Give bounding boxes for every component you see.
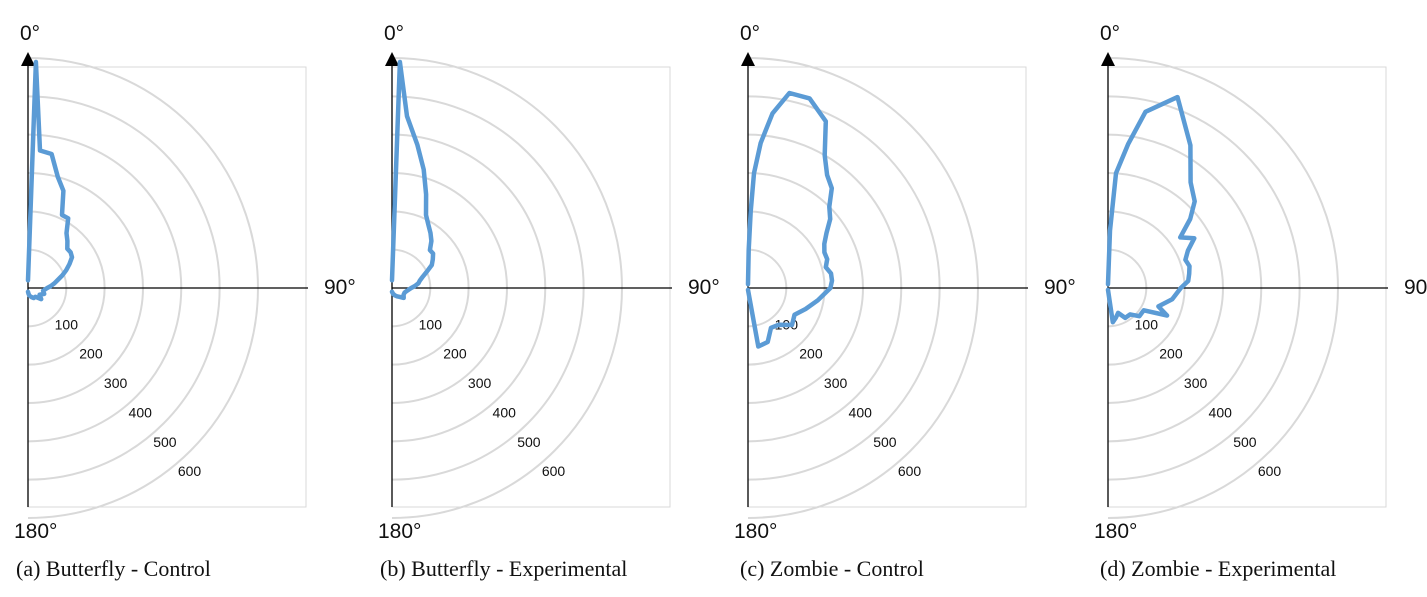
series-line (25, 59, 75, 302)
angle-label-right: 90° (324, 276, 356, 299)
radial-tick-label: 500 (873, 434, 897, 450)
radial-tick-label: 600 (1258, 463, 1282, 479)
subfigure-caption: (a) Butterfly - Control (16, 556, 211, 581)
radial-tick-label: 300 (104, 375, 128, 391)
series-line (389, 59, 436, 301)
axis-arrow-icon (741, 52, 755, 66)
radial-tick-label: 500 (153, 434, 177, 450)
angle-label-bottom: 180° (1094, 520, 1137, 543)
series-line (1105, 94, 1197, 325)
angle-label-right: 90° (1404, 276, 1427, 299)
angle-label-top: 0° (20, 22, 40, 45)
angle-label-top: 0° (1100, 22, 1120, 45)
subfigure-caption: (b) Butterfly - Experimental (380, 556, 628, 581)
angle-label-bottom: 180° (378, 520, 421, 543)
radial-tick-label: 400 (849, 404, 873, 420)
radial-tick-label: 100 (1135, 316, 1159, 332)
angle-label-top: 0° (384, 22, 404, 45)
radial-tick-label: 300 (824, 375, 848, 391)
polar-chart-panel: 0° 90° 180° 100 200 300 400 500 600 (b) Butterfly… (364, 0, 721, 597)
radial-tick-label: 200 (799, 346, 823, 362)
axis-arrow-icon (1101, 52, 1115, 66)
angle-label-bottom: 180° (734, 520, 777, 543)
radial-tick-label: 600 (542, 463, 566, 479)
axis-arrow-icon (21, 52, 35, 66)
radial-tick-label: 500 (1233, 434, 1257, 450)
angle-label-top: 0° (740, 22, 760, 45)
radial-tick-label: 600 (178, 463, 202, 479)
angle-label-bottom: 180° (14, 520, 57, 543)
radial-tick-label: 300 (1184, 375, 1208, 391)
radial-tick-label: 400 (1209, 404, 1233, 420)
radial-tick-label: 300 (468, 375, 492, 391)
series-line (745, 90, 835, 349)
subfigure-caption: (c) Zombie - Control (740, 556, 924, 581)
polar-chart-panel: 0° 90° 180° 100 200 300 400 500 600 (a) Butterfly… (0, 0, 357, 597)
radial-tick-label: 400 (129, 404, 153, 420)
subfigure-caption: (d) Zombie - Experimental (1100, 556, 1337, 581)
radial-tick-label: 600 (898, 463, 922, 479)
radial-tick-label: 200 (1159, 346, 1183, 362)
radial-tick-label: 100 (55, 316, 79, 332)
radial-tick-label: 100 (419, 316, 443, 332)
angle-label-right: 90° (688, 276, 720, 299)
radial-tick-label: 400 (493, 404, 517, 420)
axis-arrow-icon (385, 52, 399, 66)
radial-tick-label: 200 (79, 346, 103, 362)
angle-label-right: 90° (1044, 276, 1076, 299)
polar-chart-panel: 0° 90° 180° 100 200 300 400 500 600 (c) Zombie - … (720, 0, 1077, 597)
radial-tick-label: 500 (517, 434, 541, 450)
radial-tick-label: 200 (443, 346, 467, 362)
